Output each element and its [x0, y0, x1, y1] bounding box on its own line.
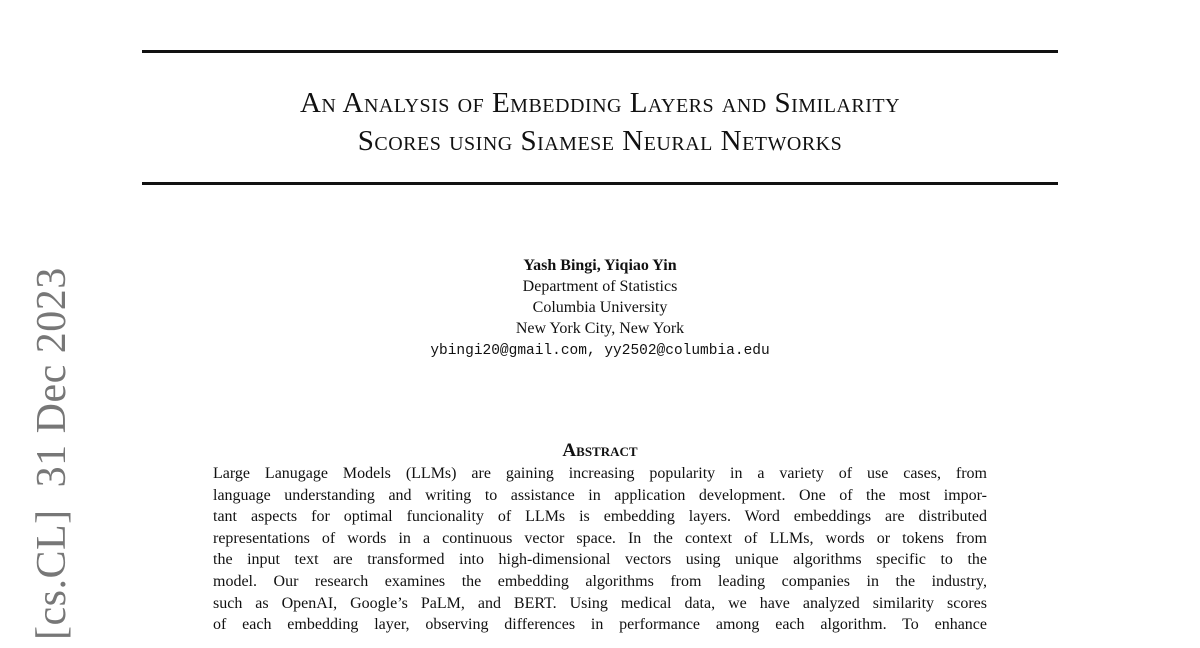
title-line: An Analysis of Embedding Layers and Simi…: [299, 87, 901, 119]
top-rule: [142, 50, 1058, 53]
abstract-line: tant aspects for optimal funcionality of…: [213, 508, 987, 526]
bottom-rule: [142, 182, 1058, 185]
arxiv-category: [cs.CL]: [29, 509, 75, 640]
abstract-line: the input text are transformed into high…: [213, 551, 987, 569]
abstract-heading: Abstract: [562, 440, 638, 461]
title-line: Scores using Siamese Neural Networks: [357, 125, 843, 157]
author-university: Columbia University: [532, 299, 668, 316]
author-location: New York City, New York: [515, 320, 685, 337]
abstract-line: language understanding and writing to as…: [213, 486, 987, 504]
author-names: Yash Bingi, Yiqiao Yin: [523, 257, 677, 274]
paper-title: An Analysis of Embedding Layers and Simi…: [142, 84, 1058, 160]
author-emails: ybingi20@gmail.com, yy2502@columbia.edu: [430, 343, 770, 359]
abstract-line: Large Lanugage Models (LLMs) are gaining…: [213, 465, 987, 482]
abstract-line: representations of words in a continuous…: [213, 529, 987, 547]
abstract-line: of each embedding layer, observing diffe…: [213, 616, 987, 634]
abstract-line: such as OpenAI, Google’s PaLM, and BERT.…: [213, 594, 987, 612]
author-department: Department of Statistics: [522, 278, 678, 295]
abstract-line: model. Our research examines the embeddi…: [213, 572, 987, 590]
abstract-body: Large Lanugage Models (LLMs) are gaining…: [213, 463, 987, 636]
author-block: Yash Bingi, Yiqiao Yin Department of Sta…: [0, 255, 1200, 362]
